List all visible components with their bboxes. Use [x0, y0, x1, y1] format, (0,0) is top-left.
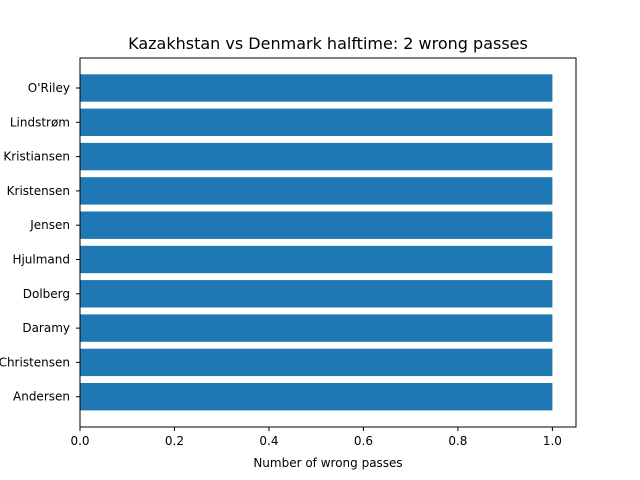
x-axis-label: Number of wrong passes [253, 456, 402, 470]
plot-frame [79, 57, 577, 428]
y-axis-ticks: O'Riley Lindstrøm Kristiansen Kristensen Jen… [0, 81, 80, 404]
bar-2 [80, 142, 553, 171]
y-tick-label-3: Kristensen [7, 184, 70, 198]
y-tick-label-5: Hjulmand [12, 253, 70, 267]
y-tick-label-1: Lindstrøm [10, 115, 70, 129]
bar-5 [80, 245, 553, 274]
x-tick-label-2: 0.4 [259, 434, 278, 448]
y-tick-label-2: Kristiansen [3, 150, 70, 164]
bar-8 [80, 348, 553, 377]
chart-title: Kazakhstan vs Denmark halftime: 2 wrong … [128, 34, 528, 53]
bar-0 [80, 74, 553, 102]
bars-group [80, 74, 553, 411]
y-tick-label-0: O'Riley [28, 81, 70, 95]
x-tick-label-0: 0.0 [70, 434, 89, 448]
bar-6 [80, 280, 553, 308]
x-tick-label-4: 0.8 [448, 434, 467, 448]
bar-4 [80, 211, 553, 239]
y-tick-label-7: Daramy [22, 321, 70, 335]
bar-3 [80, 177, 553, 205]
x-tick-label-3: 0.6 [354, 434, 373, 448]
y-tick-label-4: Jensen [29, 218, 70, 232]
bar-9 [80, 383, 553, 411]
y-tick-label-6: Dolberg [23, 287, 70, 301]
x-tick-label-5: 1.0 [543, 434, 562, 448]
y-tick-label-8: Christensen [0, 355, 70, 369]
bar-1 [80, 108, 553, 136]
x-tick-label-1: 0.2 [165, 434, 184, 448]
y-tick-label-9: Andersen [13, 390, 70, 404]
x-axis-ticks: 0.0 0.2 0.4 0.6 0.8 1.0 [70, 427, 562, 448]
bar-7 [80, 314, 553, 342]
